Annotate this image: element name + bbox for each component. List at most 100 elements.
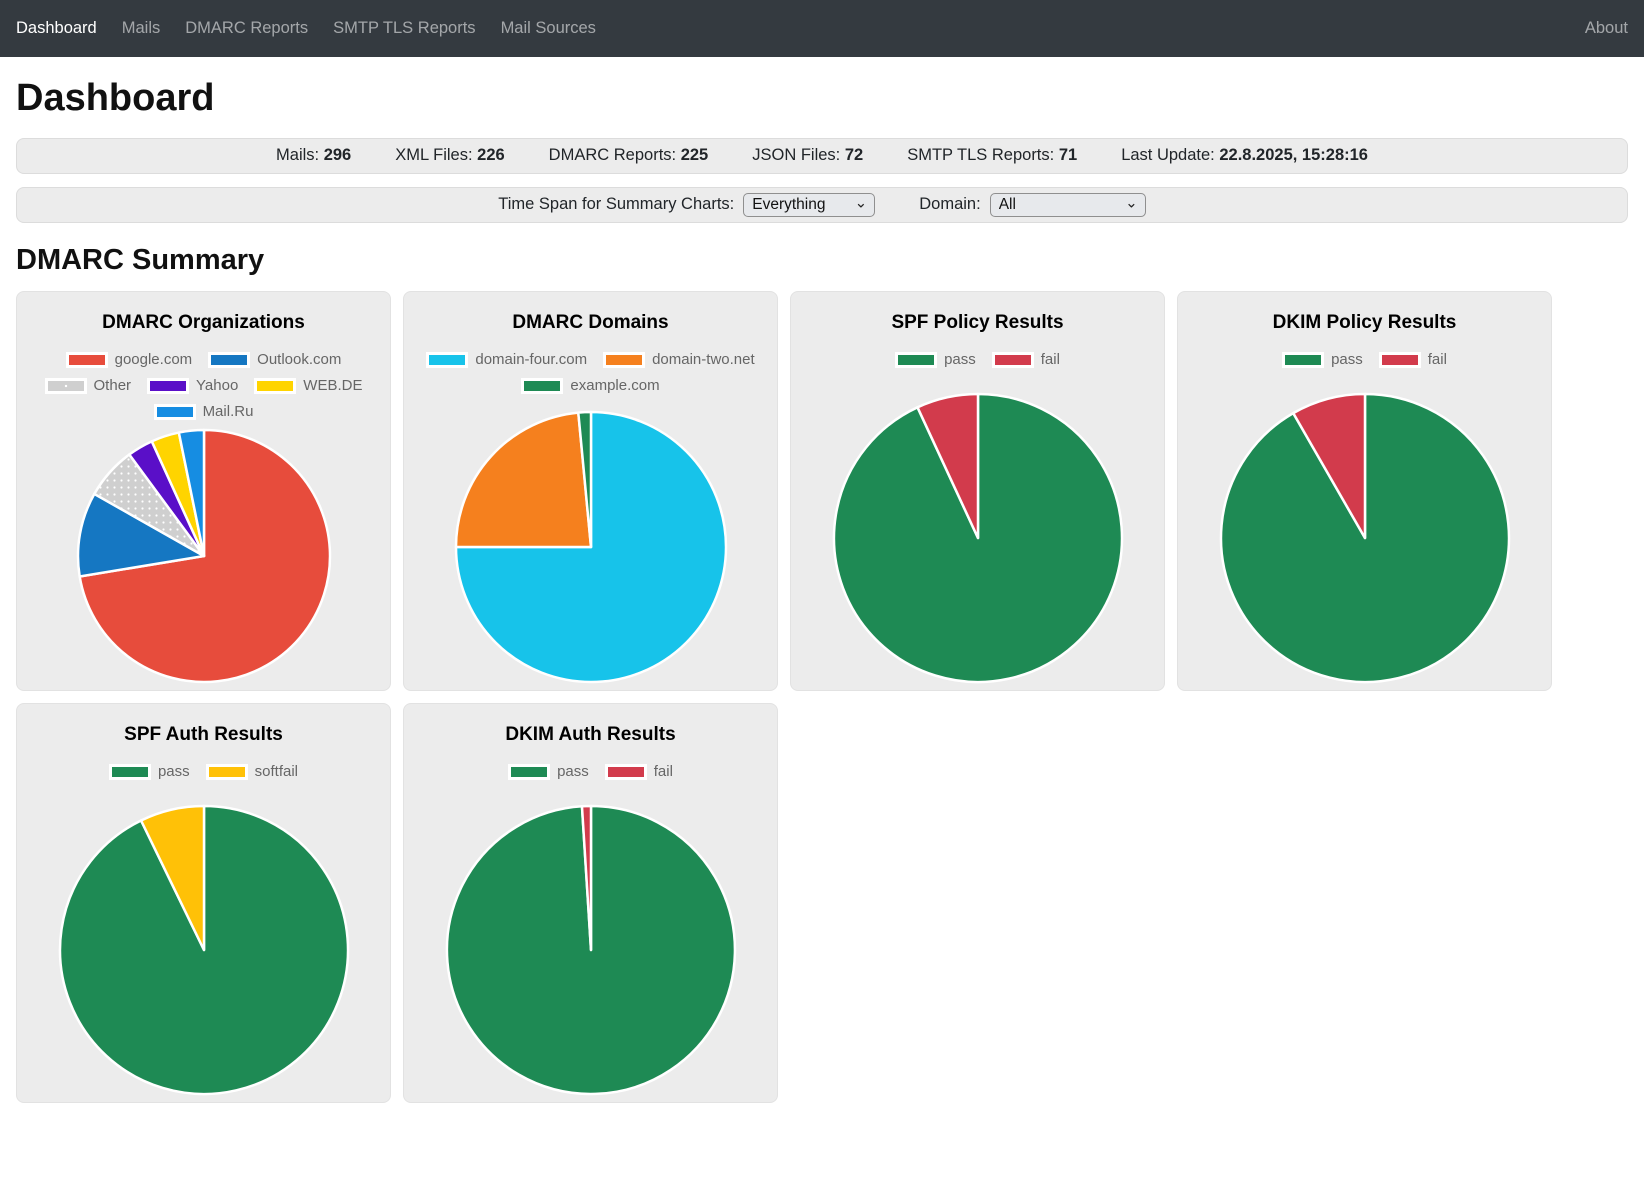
domain-select-wrap: All ⌄ — [989, 192, 1146, 217]
legend-item-softfail[interactable]: softfail — [205, 763, 298, 780]
legend-label: fail — [1040, 351, 1060, 369]
legend-label: google.com — [114, 351, 193, 369]
legend-label: WEB.DE — [303, 377, 363, 395]
legend-item-mail-ru[interactable]: Mail.Ru — [153, 403, 254, 421]
chart-card-spf-auth-results: SPF Auth Results pass softfail — [16, 703, 391, 1104]
chart-title: DKIM Auth Results — [505, 724, 676, 746]
legend-label: pass — [944, 351, 976, 369]
chart-title: DKIM Policy Results — [1272, 312, 1457, 334]
legend-item-pass[interactable]: pass — [895, 351, 976, 368]
legend-label: Yahoo — [196, 377, 239, 395]
nav-item-mails[interactable]: Mails — [121, 19, 161, 37]
time-span-select[interactable]: Everything — [743, 192, 876, 217]
legend-item-example-com[interactable]: example.com — [521, 377, 660, 395]
legend-item-web-de[interactable]: WEB.DE — [254, 377, 362, 394]
legend-item-other[interactable]: Other — [44, 377, 132, 395]
nav-links-right: About — [1585, 19, 1628, 38]
chart-legend: pass fail — [1193, 351, 1537, 368]
stat-value: 225 — [680, 146, 709, 165]
pie-slice-outlook-com — [76, 493, 205, 579]
chart-legend: google.com Outlook.com Other Yahoo WEB.DE Mai… — [32, 351, 376, 420]
legend-swatch — [1378, 351, 1421, 368]
legend-label: domain-two.net — [652, 351, 755, 369]
chart-title: DMARC Organizations — [102, 312, 305, 334]
time-span-label: Time Span for Summary Charts: — [498, 195, 735, 214]
legend-label: domain-four.com — [475, 351, 588, 369]
legend-item-fail[interactable]: fail — [604, 763, 673, 781]
charts-grid: DMARC Organizations google.com Outlook.com… — [16, 291, 1564, 1104]
stat-xml-files: XML Files: 226 — [395, 146, 505, 165]
nav-item-dmarc-reports[interactable]: DMARC Reports — [185, 19, 309, 37]
legend-swatch — [521, 377, 564, 394]
legend-item-outlook-com[interactable]: Outlook.com — [208, 351, 341, 368]
pie-spf-auth-results — [58, 805, 349, 1096]
legend-label: pass — [557, 763, 589, 781]
legend-item-domain-two-net[interactable]: domain-two.net — [603, 351, 755, 368]
domain-filter: Domain: All ⌄ — [919, 192, 1146, 217]
domain-select[interactable]: All — [989, 192, 1146, 217]
chart-legend: pass softfail — [32, 763, 376, 780]
legend-swatch — [147, 377, 190, 394]
stat-mails: Mails: 296 — [276, 146, 352, 165]
pie-slice-fail — [915, 393, 979, 540]
legend-item-fail[interactable]: fail — [991, 351, 1060, 369]
legend-label: Other — [93, 377, 132, 395]
stat-value: 71 — [1058, 146, 1078, 165]
chart-card-dkim-policy-results: DKIM Policy Results pass fail — [1177, 291, 1552, 692]
stat-last-update: Last Update: 22.8.2025, 15:28:16 — [1121, 146, 1368, 165]
legend-swatch — [991, 351, 1034, 368]
pie-dmarc-organizations — [76, 429, 331, 684]
stat-value: 226 — [477, 146, 505, 165]
legend-label: pass — [157, 763, 190, 781]
legend-swatch — [604, 763, 647, 780]
stat-value: 72 — [844, 146, 864, 165]
pie-slice-fail — [1291, 393, 1366, 540]
legend-label: fail — [653, 763, 673, 781]
legend-item-domain-four-com[interactable]: domain-four.com — [426, 351, 587, 368]
legend-swatch — [108, 763, 151, 780]
legend-label: Mail.Ru — [202, 403, 254, 421]
stats-bar: Mails: 296 XML Files: 226 DMARC Reports: 2… — [16, 137, 1628, 174]
legend-label: pass — [1331, 351, 1363, 369]
legend-item-yahoo[interactable]: Yahoo — [147, 377, 238, 394]
domain-label: Domain: — [919, 195, 981, 214]
time-span-filter: Time Span for Summary Charts: Everything… — [498, 192, 876, 217]
chart-card-dmarc-domains: DMARC Domains domain-four.com domain-two.n… — [403, 291, 778, 692]
legend-swatch — [153, 403, 196, 420]
legend-swatch — [603, 351, 646, 368]
chart-legend: pass fail — [806, 351, 1150, 368]
section-title: DMARC Summary — [16, 243, 265, 276]
main-content: Dashboard Mails: 296 XML Files: 226 DMARC … — [0, 76, 1644, 1143]
legend-swatch — [426, 351, 469, 368]
legend-swatch — [208, 351, 251, 368]
time-span-select-wrap: Everything ⌄ — [743, 192, 876, 217]
chart-title: SPF Auth Results — [124, 724, 283, 746]
nav-item-smtp-tls-reports[interactable]: SMTP TLS Reports — [333, 19, 476, 37]
legend-label: example.com — [570, 377, 660, 395]
legend-swatch — [205, 763, 248, 780]
legend-item-pass[interactable]: pass — [1282, 351, 1363, 368]
filter-bar: Time Span for Summary Charts: Everything… — [16, 186, 1628, 223]
pie-dkim-auth-results — [445, 805, 736, 1096]
legend-swatch — [508, 763, 551, 780]
nav-item-mail-sources[interactable]: Mail Sources — [500, 19, 596, 37]
legend-item-fail[interactable]: fail — [1378, 351, 1447, 369]
nav-item-about[interactable]: About — [1584, 19, 1628, 37]
pie-slice-mail-ru — [177, 429, 205, 558]
pie-slice-softfail — [139, 805, 205, 952]
pie-slice-domain-two-net — [454, 411, 592, 549]
nav-links: Dashboard Mails DMARC Reports SMTP TLS Repo… — [16, 19, 596, 38]
nav-item-dashboard[interactable]: Dashboard — [16, 19, 97, 37]
page-title: Dashboard — [16, 77, 215, 119]
legend-label: fail — [1427, 351, 1447, 369]
stat-json-files: JSON Files: 72 — [752, 146, 864, 165]
chart-card-dkim-auth-results: DKIM Auth Results pass fail — [403, 703, 778, 1104]
legend-item-pass[interactable]: pass — [108, 763, 190, 781]
legend-item-google-com[interactable]: google.com — [65, 351, 193, 369]
chart-title: SPF Policy Results — [891, 312, 1064, 334]
legend-swatch — [895, 351, 938, 368]
legend-item-pass[interactable]: pass — [508, 763, 589, 780]
pie-dkim-policy-results — [1219, 393, 1510, 684]
pie-spf-policy-results — [832, 393, 1123, 684]
chart-title: DMARC Domains — [512, 312, 669, 334]
